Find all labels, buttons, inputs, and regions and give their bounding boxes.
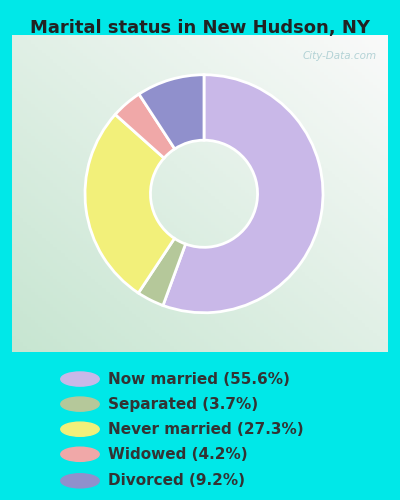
Circle shape bbox=[61, 447, 99, 462]
Wedge shape bbox=[138, 238, 186, 306]
Text: Separated (3.7%): Separated (3.7%) bbox=[108, 396, 258, 411]
Text: Widowed (4.2%): Widowed (4.2%) bbox=[108, 447, 248, 462]
Circle shape bbox=[61, 397, 99, 411]
Text: Divorced (9.2%): Divorced (9.2%) bbox=[108, 474, 245, 488]
Text: Marital status in New Hudson, NY: Marital status in New Hudson, NY bbox=[30, 19, 370, 37]
Wedge shape bbox=[85, 114, 174, 293]
Circle shape bbox=[61, 422, 99, 436]
Text: City-Data.com: City-Data.com bbox=[302, 51, 377, 61]
Wedge shape bbox=[163, 74, 323, 312]
Wedge shape bbox=[115, 94, 175, 158]
Text: Never married (27.3%): Never married (27.3%) bbox=[108, 422, 304, 436]
Wedge shape bbox=[139, 74, 204, 149]
Circle shape bbox=[61, 474, 99, 488]
Text: Now married (55.6%): Now married (55.6%) bbox=[108, 372, 290, 386]
Circle shape bbox=[61, 372, 99, 386]
